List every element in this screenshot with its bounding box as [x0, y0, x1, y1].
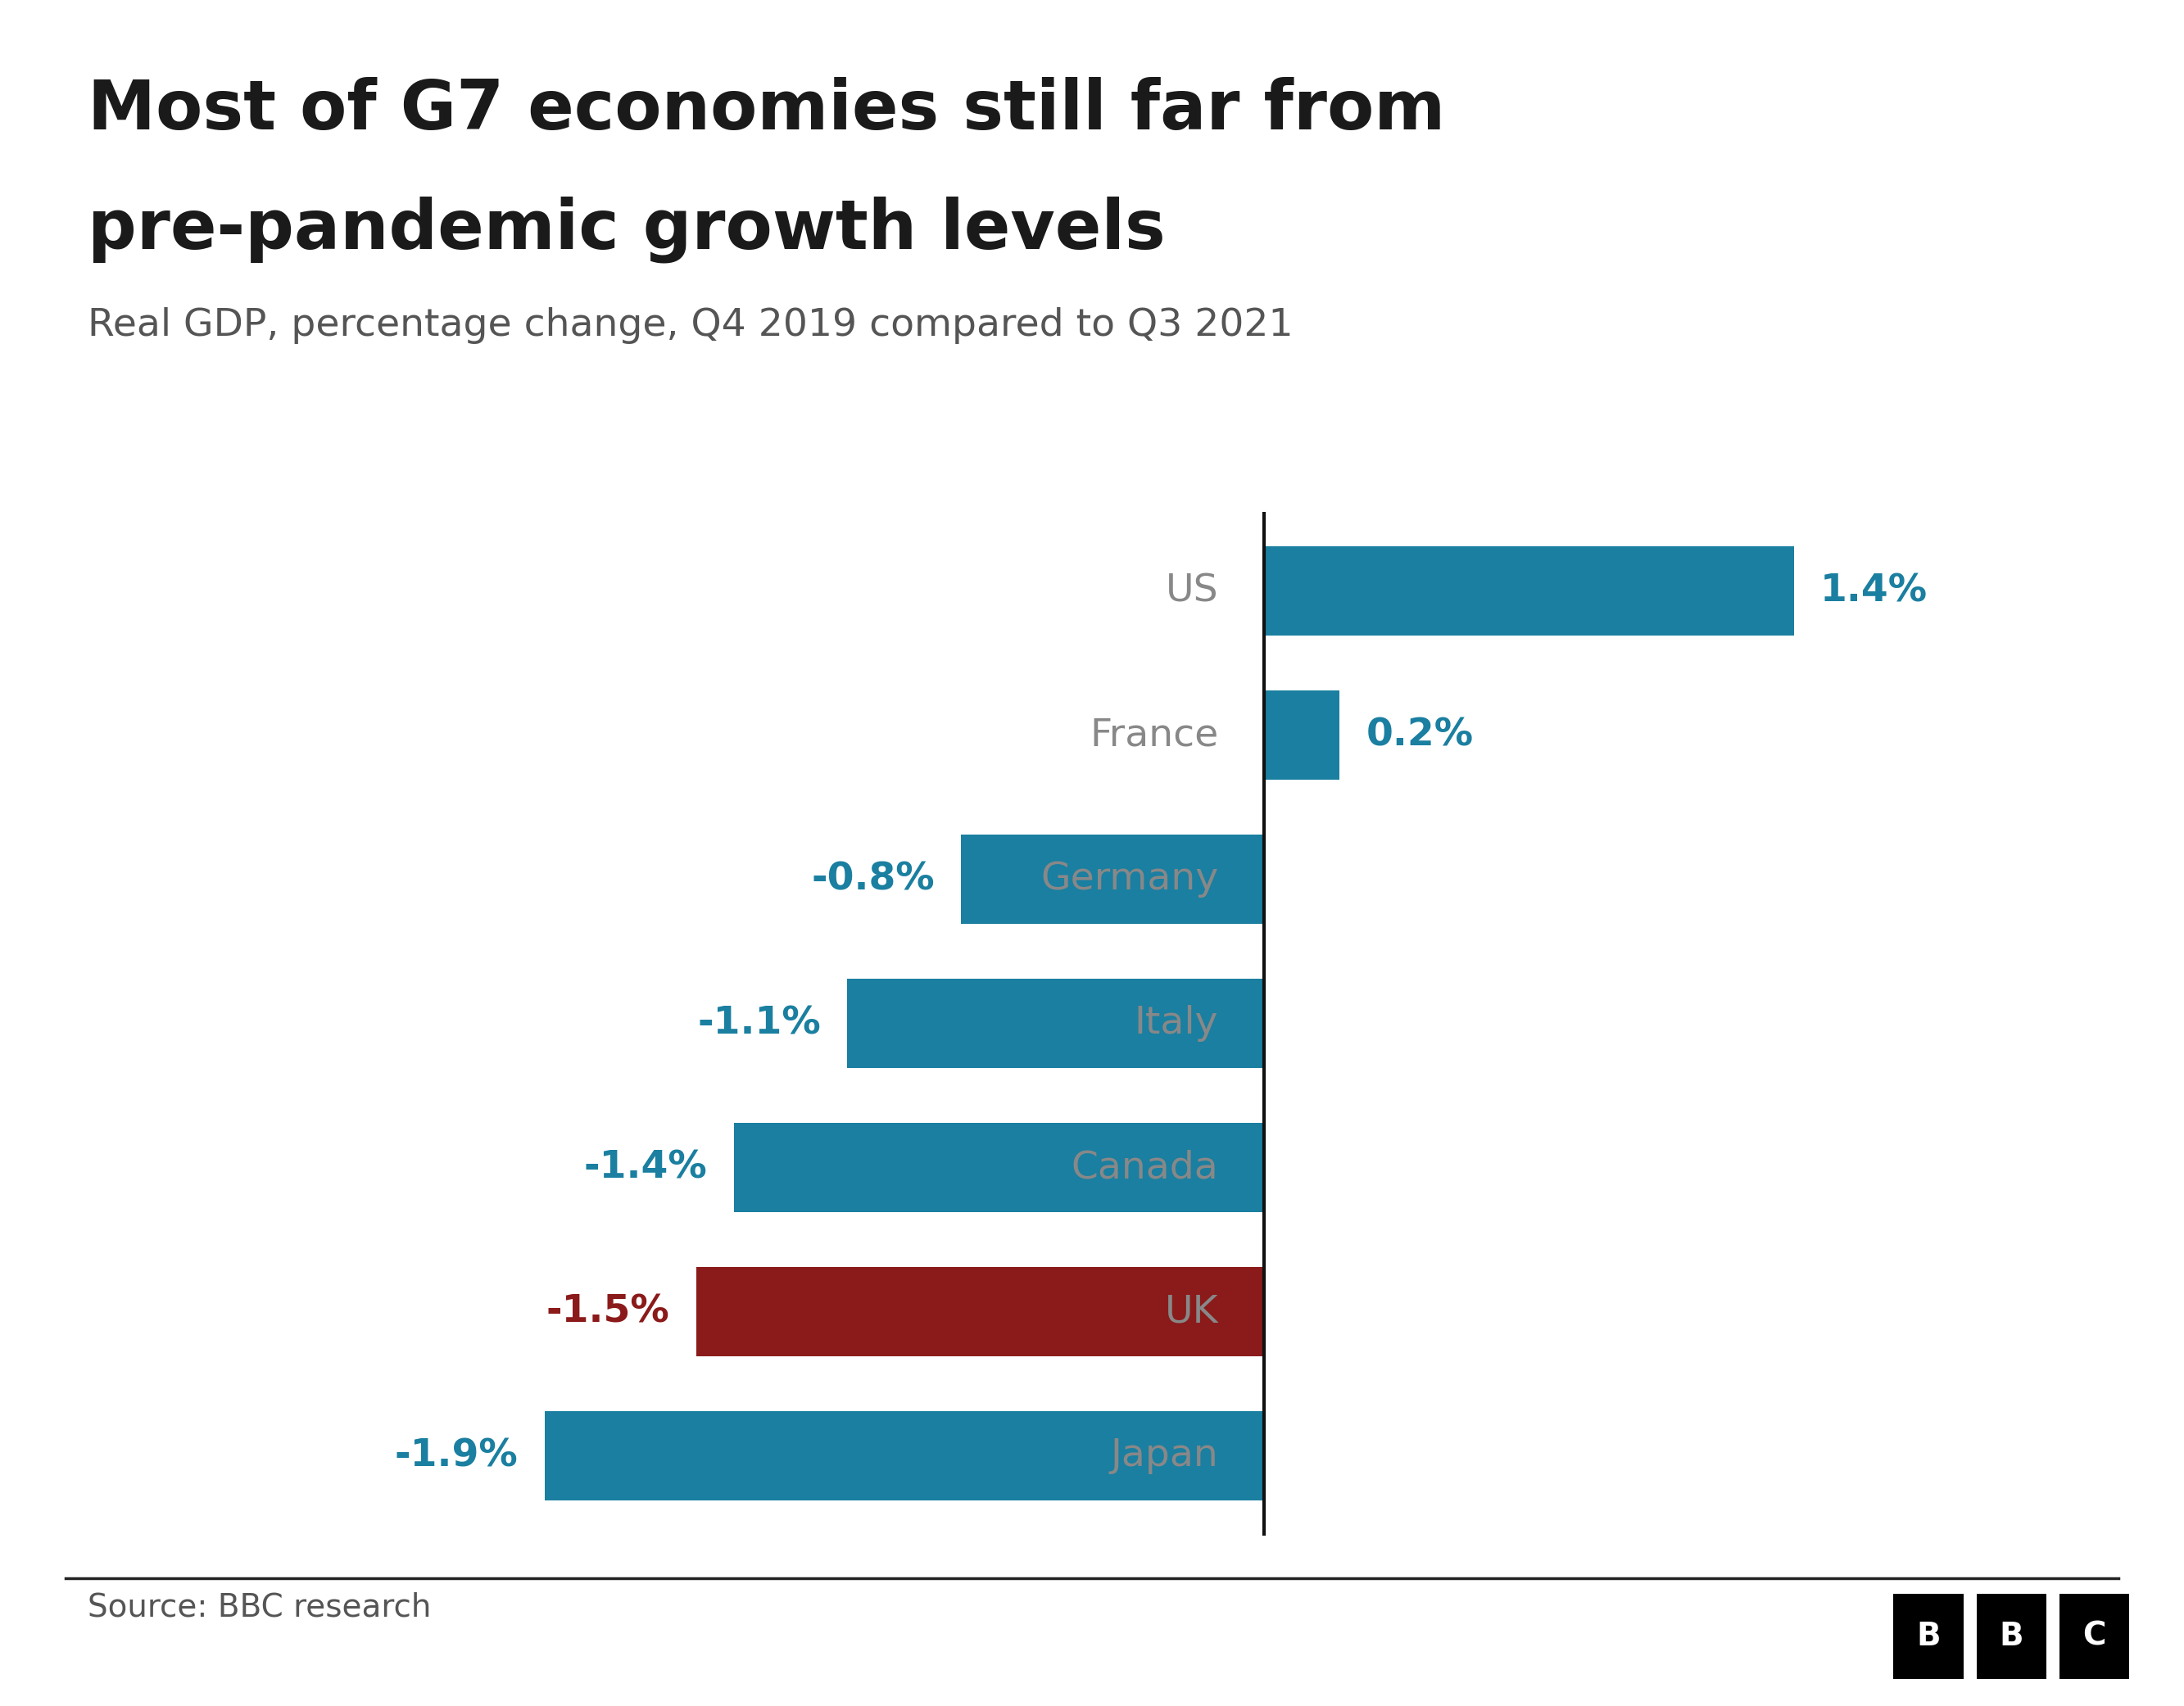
Text: Most of G7 economies still far from: Most of G7 economies still far from [87, 77, 1446, 143]
Text: 1.4%: 1.4% [1819, 573, 1928, 609]
Text: -1.9%: -1.9% [395, 1438, 518, 1474]
Bar [544, 1411, 1265, 1501]
Text: Japan: Japan [1109, 1438, 1219, 1474]
Text: France: France [1090, 717, 1219, 754]
Bar [961, 834, 1265, 925]
Text: pre-pandemic growth levels: pre-pandemic growth levels [87, 196, 1166, 263]
Text: B: B [1915, 1621, 1942, 1651]
Text: -0.8%: -0.8% [810, 862, 935, 897]
Text: B: B [1998, 1621, 2025, 1651]
Bar [734, 1123, 1265, 1213]
Text: C: C [2084, 1621, 2105, 1651]
Bar [1265, 691, 1339, 780]
Text: US: US [1166, 573, 1219, 609]
Text: UK: UK [1164, 1293, 1219, 1331]
Text: Source: BBC research: Source: BBC research [87, 1592, 430, 1622]
Bar [847, 979, 1265, 1068]
Text: -1.5%: -1.5% [546, 1293, 670, 1331]
Bar [697, 1268, 1265, 1356]
Text: Real GDP, percentage change, Q4 2019 compared to Q3 2021: Real GDP, percentage change, Q4 2019 com… [87, 307, 1293, 345]
Text: Canada: Canada [1070, 1150, 1219, 1186]
Text: -1.1%: -1.1% [697, 1005, 821, 1042]
Text: Italy: Italy [1133, 1005, 1219, 1042]
Text: -1.4%: -1.4% [583, 1150, 708, 1186]
Text: 0.2%: 0.2% [1365, 717, 1474, 754]
Text: Germany: Germany [1040, 862, 1219, 897]
Bar [1265, 546, 1793, 636]
